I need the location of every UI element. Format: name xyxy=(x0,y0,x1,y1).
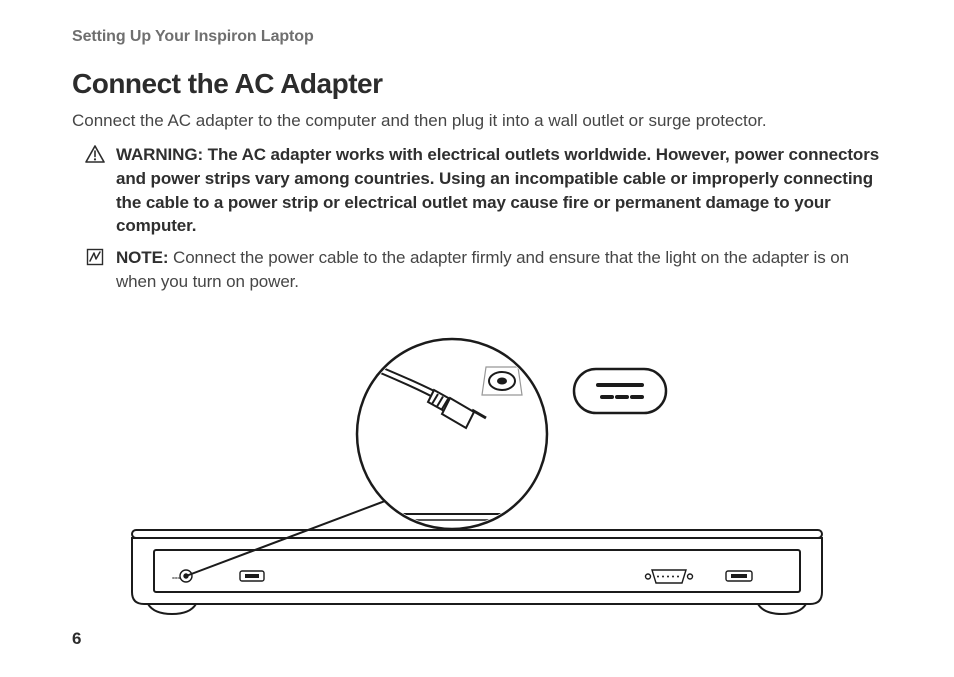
page-number: 6 xyxy=(72,629,81,649)
svg-text:===: === xyxy=(172,576,181,582)
note-callout: NOTE: Connect the power cable to the ada… xyxy=(72,246,882,294)
intro-text: Connect the AC adapter to the computer a… xyxy=(72,110,882,133)
warning-text: WARNING: The AC adapter works with elect… xyxy=(108,143,882,238)
warning-body: The AC adapter works with electrical out… xyxy=(116,145,879,235)
connect-adapter-diagram: === xyxy=(72,324,882,624)
warning-icon xyxy=(82,145,108,163)
warning-prefix: WARNING: xyxy=(116,145,203,164)
note-body: Connect the power cable to the adapter f… xyxy=(116,248,849,291)
warning-callout: WARNING: The AC adapter works with elect… xyxy=(72,143,882,238)
note-prefix: NOTE: xyxy=(116,248,168,267)
note-icon xyxy=(82,248,108,266)
page-title: Connect the AC Adapter xyxy=(72,68,882,100)
section-header: Setting Up Your Inspiron Laptop xyxy=(72,28,882,46)
note-text: NOTE: Connect the power cable to the ada… xyxy=(108,246,882,294)
